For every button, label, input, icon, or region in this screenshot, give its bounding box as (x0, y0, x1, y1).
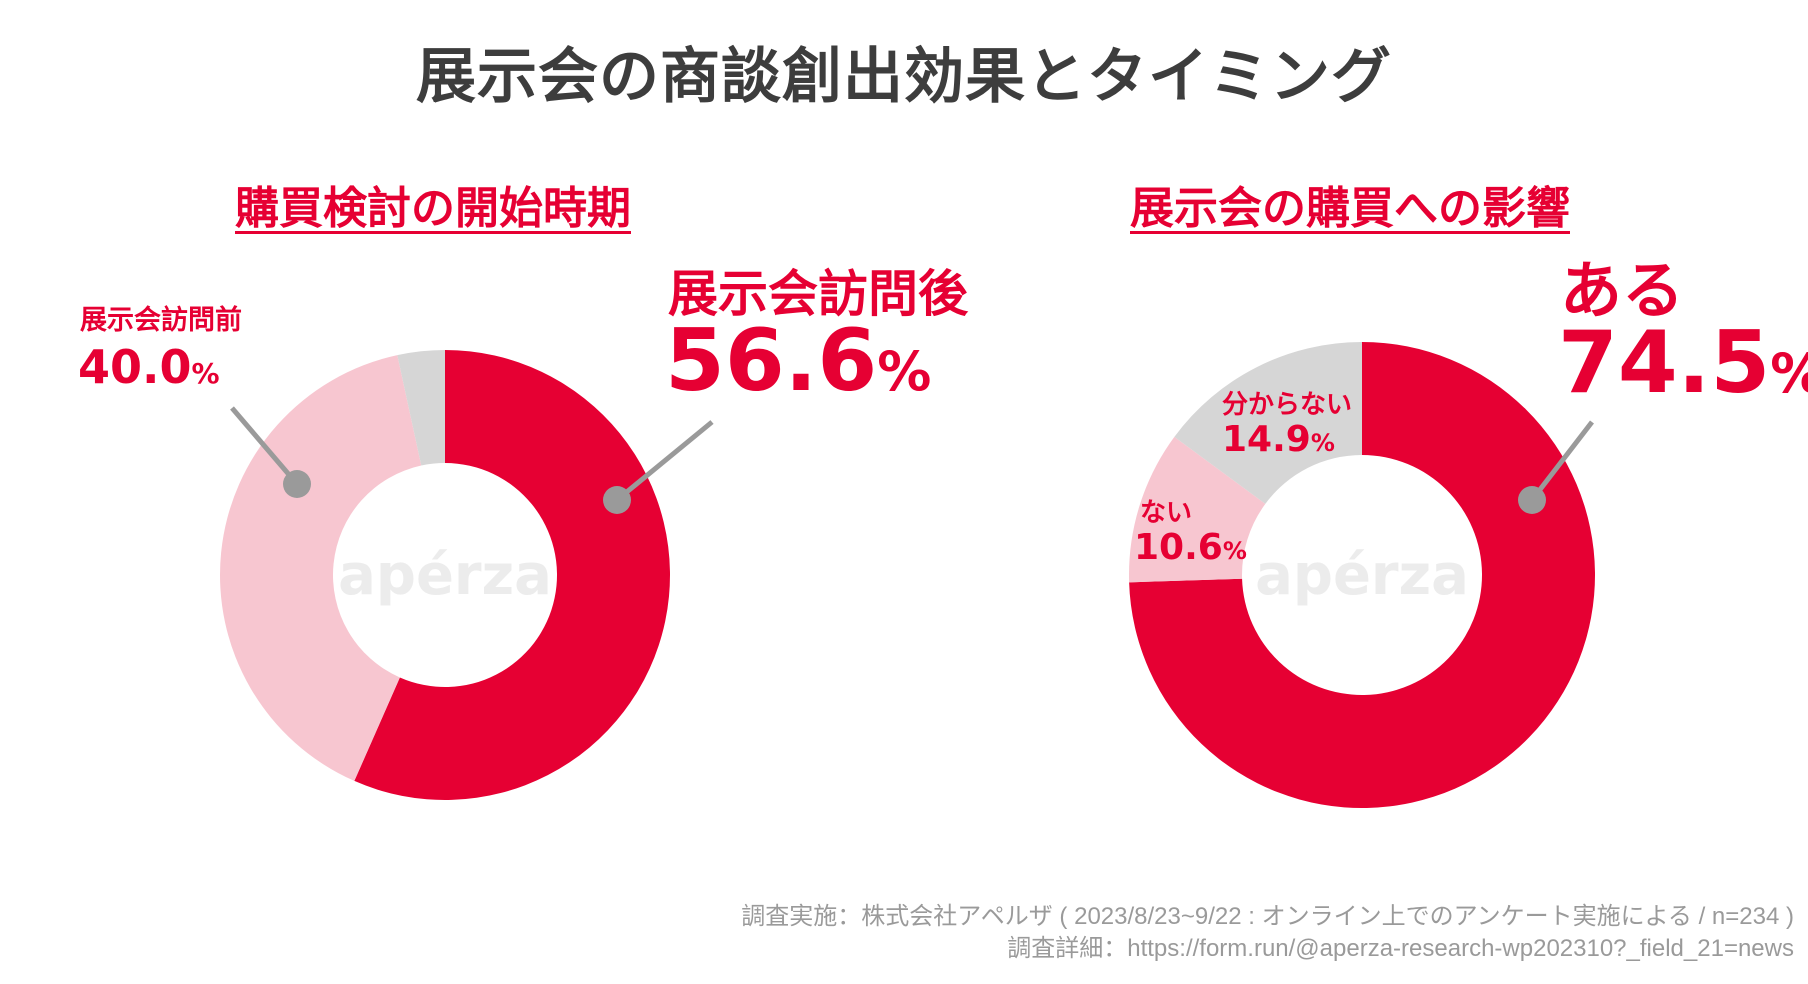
chart2-leader-yes (1530, 420, 1594, 502)
chart2-label-no-value: 10.6% (1134, 527, 1247, 568)
chart2-slice-2 (1174, 342, 1362, 504)
chart2-slice-0 (1129, 342, 1595, 808)
chart1-watermark: apérza (338, 543, 552, 608)
footnote-survey: 調査実施：株式会社アペルザ ( 2023/8/23~9/22 : オンライン上で… (741, 903, 1794, 930)
chart2-donut (1129, 342, 1595, 808)
chart1-donut (220, 349, 670, 800)
chart1-leader-after (615, 420, 714, 502)
chart2-label-yes-name: ある (1560, 254, 1685, 327)
leader-lines (230, 406, 1594, 514)
chart2-label-yes-value: 74.5% (1558, 313, 1808, 413)
chart1-title: 購買検討の開始時期 (235, 183, 631, 234)
chart2-title: 展示会の購買への影響 (1130, 183, 1570, 234)
footnote-detail: 調査詳細：https://form.run/@aperza-research-w… (1007, 935, 1794, 962)
chart1-leader-after-dot (603, 486, 631, 514)
chart1-label-after-name: 展示会訪問後 (668, 265, 968, 323)
chart1-slice-1 (220, 355, 422, 781)
chart1-slice-2 (397, 349, 445, 466)
chart1-label-before-value: 40.0% (78, 340, 220, 394)
watermarks: apérza apérza (338, 543, 1469, 608)
chart2-watermark: apérza (1255, 543, 1469, 608)
chart1-label-after-value: 56.6% (665, 311, 932, 411)
chart2-slice-1 (1129, 436, 1266, 583)
chart1-label-before-name: 展示会訪問前 (80, 305, 242, 336)
chart1-leader-before (230, 406, 299, 486)
page-title: 展示会の商談創出効果とタイミング (416, 42, 1392, 112)
chart1-slice-0 (354, 350, 670, 800)
chart2-leader-yes-dot (1518, 486, 1546, 514)
chart2-label-no-name: ない (1140, 498, 1193, 528)
chart2-label-unknown-value: 14.9% (1222, 419, 1335, 460)
chart1-leader-before-dot (283, 470, 311, 498)
chart2-label-unknown-name: 分からない (1222, 390, 1353, 420)
